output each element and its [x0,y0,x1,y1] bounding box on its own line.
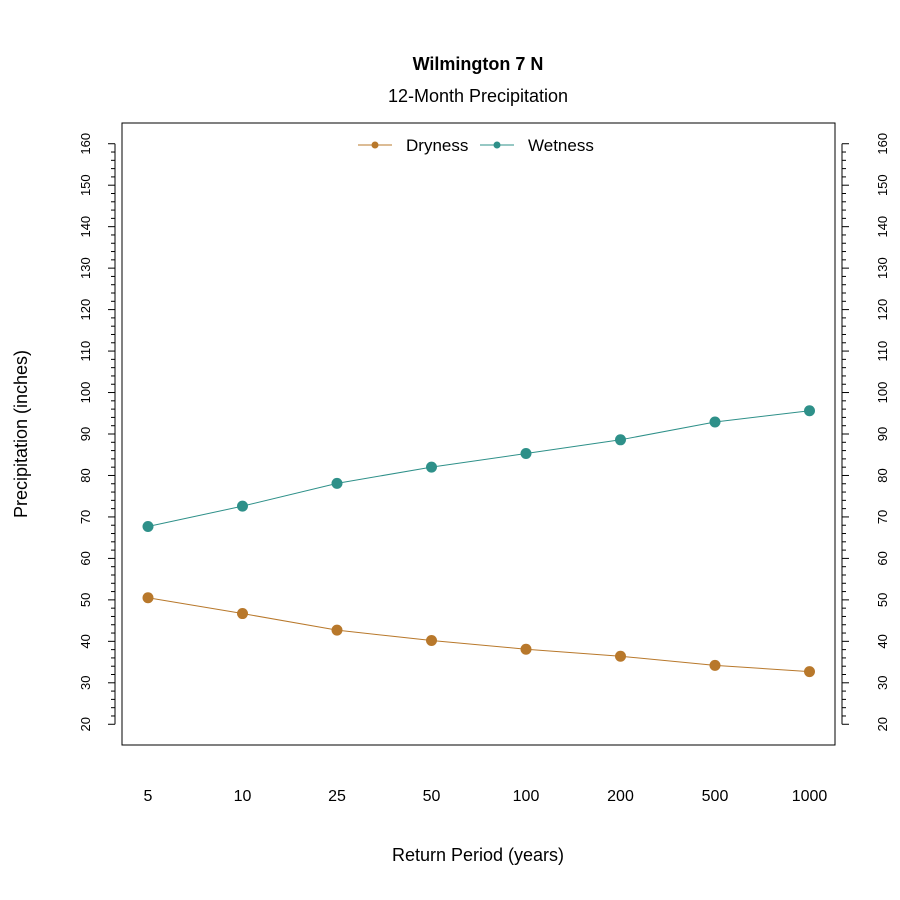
left-tick-label: 80 [78,468,93,482]
data-point-dryness [615,650,626,662]
right-tick-label: 40 [875,634,890,648]
right-tick-label: 90 [875,427,890,441]
x-tick-label: 10 [234,788,252,805]
data-point-wetness [804,405,815,417]
left-tick-label: 130 [78,257,93,279]
left-tick-label: 120 [78,299,93,321]
legend-label-wetness: Wetness [528,136,594,155]
left-tick-label: 90 [78,427,93,441]
data-point-wetness [709,416,721,428]
data-point-wetness [142,520,154,532]
x-axis: 5 10 25 50 100 200 500 1000 [144,788,828,805]
right-tick-label: 110 [875,341,890,362]
chart-subtitle: 12-Month Precipitation [388,86,568,106]
data-point-dryness [142,592,154,604]
data-point-wetness [237,500,248,512]
data-point-wetness [426,461,437,473]
y-axis-title: Precipitation (inches) [11,350,31,518]
series-layer [142,405,815,678]
x-tick-label: 5 [144,788,153,805]
legend-marker-dryness [371,141,379,149]
legend-label-dryness: Dryness [406,136,468,155]
left-tick-label: 150 [78,174,93,196]
x-tick-label: 1000 [792,788,828,805]
x-tick-label: 50 [423,788,441,805]
left-tick-label: 110 [78,341,93,362]
left-tick-label: 140 [78,216,93,238]
left-tick-label: 160 [78,133,93,155]
data-point-dryness [237,608,248,620]
x-tick-label: 25 [328,788,346,805]
left-tick-label: 100 [78,382,93,404]
data-point-dryness [520,643,532,655]
data-point-dryness [426,635,437,647]
right-tick-label: 80 [875,468,890,482]
left-tick-label: 20 [78,717,93,731]
data-point-wetness [331,477,343,489]
x-tick-label: 200 [607,788,634,805]
x-tick-label: 100 [513,788,540,805]
right-tick-label: 120 [875,299,890,321]
right-tick-label: 70 [875,510,890,524]
plot-frame [121,122,836,746]
x-axis-title: Return Period (years) [392,845,564,865]
right-tick-label: 60 [875,551,890,565]
data-point-wetness [615,434,626,446]
right-tick-label: 50 [875,593,890,607]
left-tick-label: 50 [78,593,93,607]
left-tick-label: 70 [78,510,93,524]
series-line-dryness [147,597,810,673]
right-tick-label: 30 [875,676,890,690]
left-tick-label: 40 [78,634,93,648]
right-tick-label: 100 [875,382,890,404]
data-point-dryness [804,666,815,678]
legend-marker-wetness [493,141,501,149]
data-point-wetness [520,447,532,459]
left-tick-label: 60 [78,551,93,565]
right-tick-label: 130 [875,257,890,279]
x-tick-label: 500 [702,788,729,805]
legend: Dryness Wetness [358,136,594,155]
right-tick-label: 160 [875,133,890,155]
right-tick-label: 20 [875,717,890,731]
data-point-dryness [331,624,343,636]
data-point-dryness [709,659,721,671]
left-y-axis: 20 30 40 50 60 70 80 90 100 110 120 130 140 150 160 [78,133,116,732]
right-y-axis: 20 30 40 50 60 70 80 90 100 110 120 130 140 150 160 [841,133,890,732]
right-tick-label: 140 [875,216,890,238]
series-line-wetness [147,410,810,527]
left-tick-label: 30 [78,676,93,690]
chart-title: Wilmington 7 N [413,54,544,74]
right-tick-label: 150 [875,174,890,196]
